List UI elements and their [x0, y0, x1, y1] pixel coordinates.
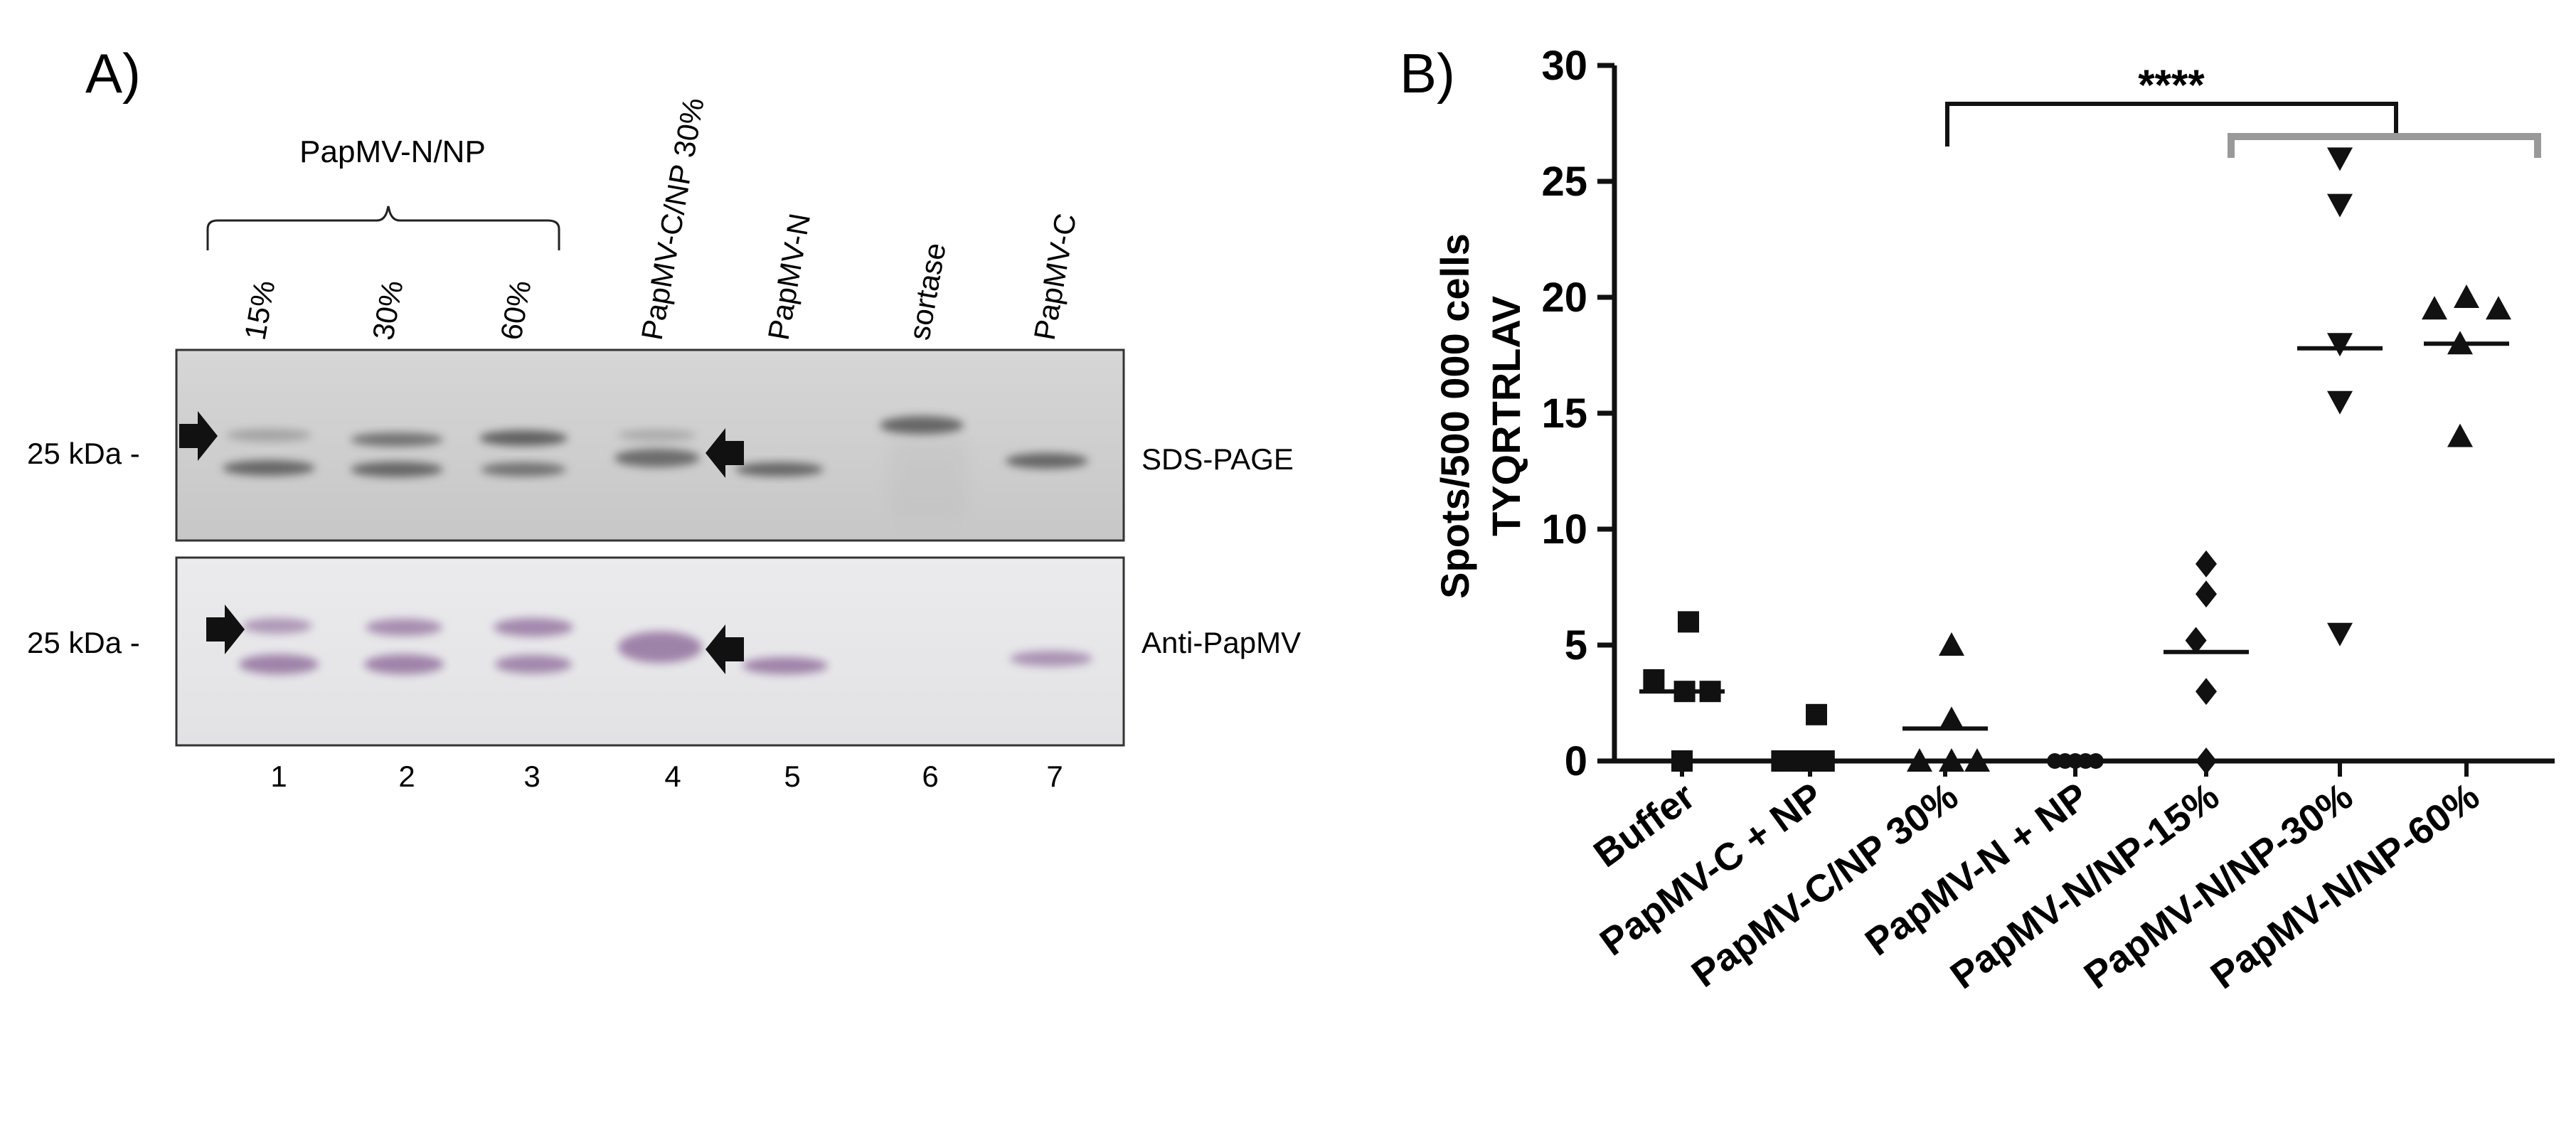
band — [880, 416, 964, 435]
significance-stars: **** — [2138, 61, 2205, 109]
data-point-triangle-up — [1939, 748, 1964, 772]
band — [226, 429, 312, 442]
y-tick-label: 10 — [1541, 506, 1587, 553]
band — [481, 462, 566, 477]
panel-b: B) Spots/500 000 cells TYQRTRLAV 0 5 10 15 2… — [1400, 42, 2555, 997]
data-point-triangle-up — [2447, 423, 2473, 447]
data-point-square — [1673, 681, 1696, 703]
lane-number: 5 — [784, 760, 800, 793]
x-category-label: PapMV-N + NP — [1858, 775, 2096, 964]
x-category-label: PapMV-C + NP — [1592, 775, 1831, 964]
y-axis-title-line1: Spots/500 000 cells — [1432, 233, 1477, 599]
lane-number: 1 — [270, 760, 287, 793]
data-point-square — [1678, 611, 1699, 633]
significance-bracket-gray — [2228, 133, 2541, 158]
data-point-diamond — [2196, 580, 2217, 608]
column-label: sortase — [903, 240, 952, 343]
anti-papmv-label: Anti-PapMV — [1141, 626, 1301, 659]
data-point-square — [1671, 750, 1693, 772]
column-label: 30% — [366, 278, 410, 343]
band — [351, 462, 443, 477]
data-point-diamond — [2185, 627, 2207, 654]
band — [494, 618, 573, 637]
x-category-label: Buffer — [1586, 775, 1703, 875]
data-point-square — [1813, 750, 1835, 772]
data-point-diamond — [2196, 747, 2217, 775]
band — [351, 432, 443, 447]
y-tick-label: 0 — [1565, 738, 1587, 784]
marker-label-bottom: 25 kDa - — [27, 626, 140, 659]
data-point-triangle-up — [1939, 706, 1964, 730]
lane-number: 7 — [1046, 760, 1063, 793]
data-point-triangle-up — [2422, 296, 2447, 320]
data-point-triangle-up — [1939, 632, 1964, 656]
data-point-triangle-up — [1964, 748, 1990, 772]
band — [243, 618, 312, 634]
band — [239, 654, 319, 674]
band — [743, 657, 828, 674]
band — [495, 655, 572, 674]
data-point-circle — [2087, 753, 2104, 769]
column-label: PapMV-C — [1028, 211, 1082, 342]
data-point-triangle-down — [2327, 193, 2353, 218]
panel-b-label: B) — [1400, 42, 1455, 105]
y-tick-label: 5 — [1565, 622, 1587, 669]
data-point-diamond — [2196, 550, 2217, 578]
y-tick-label: 30 — [1541, 43, 1587, 89]
group-brace — [206, 206, 560, 250]
arrow-left-icon — [706, 624, 744, 674]
y-tick-label: 25 — [1541, 159, 1587, 205]
band — [618, 430, 696, 441]
lane-number: 4 — [664, 760, 681, 793]
data-point-square — [1806, 703, 1827, 725]
marker-label-top: 25 kDa - — [27, 437, 140, 470]
data-point-triangle-up — [2486, 296, 2511, 320]
arrow-right-icon — [206, 605, 245, 654]
lane-smear — [889, 441, 967, 519]
data-point-square — [1699, 681, 1721, 703]
column-label: PapMV-C/NP 30% — [635, 95, 710, 343]
data-point-triangle-down — [2327, 622, 2353, 646]
arrow-left-icon — [706, 428, 744, 478]
panel-a-label: A) — [85, 42, 141, 105]
column-label: 15% — [238, 278, 282, 343]
band — [366, 619, 442, 636]
sds-page-label: SDS-PAGE — [1141, 442, 1294, 476]
y-tick-label: 15 — [1541, 390, 1587, 437]
lane-number: 3 — [523, 760, 540, 793]
y-tick-label: 20 — [1541, 275, 1587, 321]
arrow-right-icon — [179, 411, 218, 461]
band — [1010, 651, 1092, 666]
lane-number: 2 — [398, 760, 415, 793]
column-label: 60% — [494, 278, 538, 343]
data-point-triangle-up — [2454, 284, 2479, 308]
band — [223, 460, 315, 476]
y-axis-title-line2: TYQRTRLAV — [1484, 296, 1528, 536]
data-point-diamond — [2196, 678, 2217, 706]
group-label: PapMV-N/NP — [299, 134, 486, 169]
data-point-triangle-down — [2327, 147, 2353, 171]
band — [364, 654, 444, 674]
significance-bracket-black — [1945, 102, 2398, 147]
lane-number: 6 — [922, 760, 938, 793]
band — [618, 632, 702, 663]
data-point-triangle-down — [2327, 333, 2353, 357]
data-point-triangle-down — [2327, 390, 2353, 415]
band — [479, 430, 568, 446]
data-point-triangle-up — [2447, 331, 2473, 355]
band — [1006, 453, 1088, 469]
panel-a: A) PapMV-N/NP 15% 30% 60% PapMV-C/NP 30% Pap… — [27, 42, 1301, 793]
data-point-triangle-up — [1907, 748, 1932, 772]
band — [735, 462, 824, 477]
data-point-square — [1643, 669, 1665, 691]
band — [614, 449, 700, 467]
column-label: PapMV-N — [762, 211, 816, 342]
sds-page-blot — [175, 348, 1125, 542]
